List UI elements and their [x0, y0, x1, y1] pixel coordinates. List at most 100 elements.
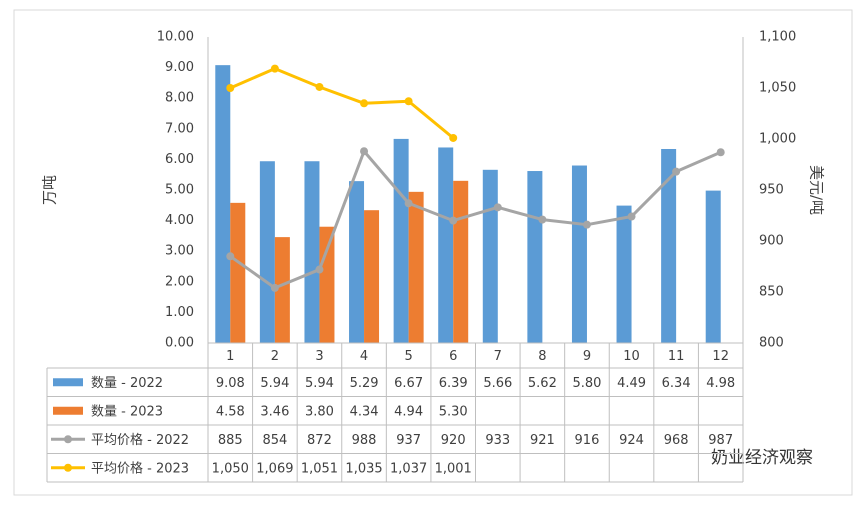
y-tick-label: 3.00 — [165, 244, 194, 259]
table-cell: 4.98 — [706, 376, 735, 391]
table-cell: 920 — [441, 433, 466, 448]
y-tick-label: 2.00 — [165, 274, 194, 289]
line-marker — [226, 84, 235, 92]
table-cell: 4.34 — [350, 404, 379, 419]
table-cell: 937 — [396, 433, 421, 448]
table-cell: 4.49 — [617, 376, 646, 391]
line-marker — [404, 199, 413, 208]
x-tick-label: 1 — [226, 349, 234, 364]
bar — [438, 147, 454, 343]
table-cell: 6.34 — [662, 376, 691, 391]
x-tick-label: 5 — [404, 349, 412, 364]
y-tick-label: 4.00 — [165, 213, 194, 228]
y-tick-label: 5.00 — [165, 183, 194, 198]
legend-swatch — [53, 378, 83, 387]
y-tick-label: 0.00 — [165, 336, 194, 351]
table-cell: 885 — [218, 433, 243, 448]
table-cell: 5.30 — [439, 404, 468, 419]
table-cell: 1,035 — [345, 461, 382, 476]
y-tick-label: 10.00 — [157, 30, 194, 45]
line-marker — [538, 215, 547, 224]
chart-frame — [13, 9, 853, 496]
bar — [616, 205, 632, 343]
line-marker — [404, 97, 413, 106]
x-tick-label: 8 — [538, 349, 546, 364]
y-axis-label: 万吨 — [41, 175, 59, 205]
bar — [661, 148, 677, 343]
table-cell: 872 — [307, 433, 332, 448]
x-tick-label: 6 — [449, 349, 457, 364]
line-marker — [360, 147, 369, 156]
table-cell: 5.62 — [528, 376, 557, 391]
bar — [571, 165, 587, 343]
bar — [527, 171, 543, 343]
legend-swatch — [53, 406, 83, 415]
table-cell: 921 — [530, 433, 555, 448]
y2-tick-label: 850 — [759, 285, 784, 300]
line-marker — [270, 64, 279, 73]
table-cell: 924 — [619, 433, 644, 448]
line-marker — [627, 212, 636, 221]
table-cell: 987 — [708, 433, 733, 448]
legend-marker — [64, 435, 72, 444]
bar — [364, 210, 380, 343]
y2-tick-label: 1,050 — [759, 81, 796, 96]
x-tick-label: 10 — [623, 349, 640, 364]
table-cell: 4.94 — [394, 404, 423, 419]
y-tick-label: 6.00 — [165, 152, 194, 167]
table-cell: 5.94 — [260, 376, 289, 391]
bar — [408, 191, 424, 343]
y2-tick-label: 1,000 — [759, 132, 796, 147]
bar — [393, 138, 409, 343]
bar — [482, 169, 498, 343]
line-marker — [315, 265, 324, 274]
y-tick-label: 1.00 — [165, 305, 194, 320]
line-marker — [449, 133, 458, 142]
line-marker — [582, 220, 591, 229]
table-cell: 968 — [664, 433, 689, 448]
table-cell: 5.80 — [572, 376, 601, 391]
table-cell: 933 — [485, 433, 510, 448]
line-marker — [270, 283, 279, 292]
table-cell: 9.08 — [216, 376, 245, 391]
table-cell: 854 — [262, 433, 287, 448]
legend-label: 数量 - 2023 — [91, 404, 163, 419]
bar — [230, 202, 246, 343]
table-cell: 3.46 — [260, 404, 289, 419]
table-cell: 5.94 — [305, 376, 334, 391]
bar — [349, 181, 365, 343]
watermark: 奶业经济观察 — [711, 448, 813, 468]
y2-axis-label: 美元/吨 — [808, 165, 826, 215]
legend-label: 平均价格 - 2023 — [91, 460, 189, 476]
table-cell: 3.80 — [305, 404, 334, 419]
line — [229, 149, 722, 290]
bar — [259, 161, 275, 343]
table-cell: 4.58 — [216, 404, 245, 419]
legend-marker — [64, 463, 72, 472]
table-cell: 988 — [352, 433, 377, 448]
bar — [705, 190, 721, 343]
legend-label: 平均价格 - 2022 — [91, 432, 189, 448]
y2-tick-label: 800 — [759, 336, 784, 351]
y2-tick-label: 950 — [759, 183, 784, 198]
table-cell: 6.39 — [439, 376, 468, 391]
bar — [304, 161, 320, 343]
line-marker — [672, 167, 681, 176]
line-marker — [360, 99, 369, 108]
y-tick-label: 7.00 — [165, 121, 194, 136]
line — [229, 67, 455, 140]
line-marker — [315, 82, 324, 91]
x-tick-label: 11 — [668, 349, 685, 364]
table-cell: 1,051 — [301, 461, 338, 476]
x-tick-label: 12 — [712, 349, 729, 364]
x-tick-label: 9 — [583, 349, 591, 364]
table-cell: 6.67 — [394, 376, 423, 391]
table-cell: 1,001 — [435, 461, 472, 476]
table-cell: 5.66 — [483, 376, 512, 391]
line-marker — [716, 148, 725, 157]
bar — [274, 237, 290, 343]
x-tick-label: 4 — [360, 349, 368, 364]
table-cell: 5.29 — [350, 376, 379, 391]
table-cell: 1,050 — [212, 461, 249, 476]
